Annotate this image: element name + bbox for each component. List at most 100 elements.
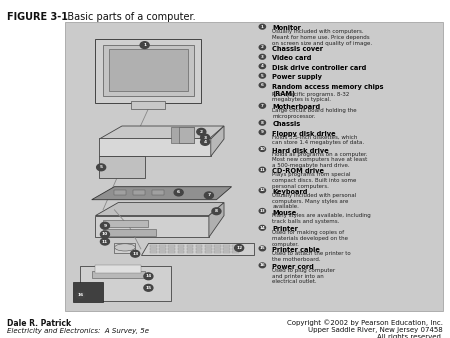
Bar: [103, 230, 156, 236]
Text: 11: 11: [260, 168, 265, 172]
Circle shape: [144, 285, 153, 291]
Text: Random access memory chips
(RAM): Random access memory chips (RAM): [272, 84, 384, 97]
Circle shape: [212, 208, 221, 215]
Bar: [223, 251, 230, 253]
Text: Used to plug computer
and printer into an
electrical outlet.: Used to plug computer and printer into a…: [272, 268, 335, 285]
Text: Plays programs from special
compact discs. Built into some
personal computers.: Plays programs from special compact disc…: [272, 172, 356, 189]
Bar: [168, 251, 175, 253]
Text: 10: 10: [259, 147, 266, 151]
Text: Used to attach the printer to
the motherboard.: Used to attach the printer to the mother…: [272, 251, 351, 262]
Text: 3: 3: [261, 55, 264, 59]
Bar: [205, 248, 211, 250]
Bar: [232, 251, 239, 253]
Text: 12: 12: [260, 188, 265, 192]
Text: 9: 9: [104, 224, 107, 228]
Text: 12: 12: [236, 246, 242, 250]
Text: Copyright ©2002 by Pearson Education, Inc.
Upper Saddle River, New Jersey 07458
: Copyright ©2002 by Pearson Education, In…: [287, 319, 443, 338]
Bar: [196, 248, 202, 250]
Circle shape: [259, 54, 266, 59]
Text: Printer: Printer: [272, 226, 298, 233]
Text: Power supply: Power supply: [272, 74, 322, 80]
Circle shape: [259, 45, 266, 50]
Text: 14: 14: [260, 226, 265, 230]
Text: 10: 10: [102, 233, 108, 236]
Bar: [65, 22, 443, 311]
Bar: [232, 245, 239, 247]
Circle shape: [259, 64, 266, 69]
Bar: [177, 245, 184, 247]
Circle shape: [204, 192, 213, 199]
Polygon shape: [95, 202, 224, 216]
Text: Holds 3.5-inch diskettes, which
can store 1.4 megabytes of data.: Holds 3.5-inch diskettes, which can stor…: [272, 135, 364, 145]
Circle shape: [259, 246, 266, 251]
Text: Usually included with personal
computers. Many styles are
available.: Usually included with personal computers…: [272, 193, 356, 210]
Text: 4: 4: [203, 140, 207, 144]
Circle shape: [100, 222, 109, 229]
Bar: [95, 265, 141, 273]
Text: Chassis: Chassis: [272, 121, 301, 127]
Text: Keyboard: Keyboard: [272, 189, 308, 195]
Circle shape: [100, 238, 109, 245]
Text: CD-ROM drive: CD-ROM drive: [272, 168, 324, 174]
Text: 8: 8: [261, 121, 264, 125]
Text: FIGURE 3-1: FIGURE 3-1: [7, 12, 68, 22]
Circle shape: [201, 134, 210, 141]
Circle shape: [140, 42, 149, 48]
Text: 6: 6: [261, 83, 264, 87]
Bar: [223, 245, 230, 247]
Text: Run specific programs. 8-32
megabytes is typical.: Run specific programs. 8-32 megabytes is…: [272, 92, 350, 102]
Text: Holds all programs on a computer.
Most new computers have at least
a 500-megabyt: Holds all programs on a computer. Most n…: [272, 151, 368, 168]
Bar: [114, 190, 126, 195]
Text: 8: 8: [215, 209, 218, 213]
Bar: [99, 156, 144, 178]
Bar: [114, 243, 135, 253]
Bar: [177, 251, 184, 253]
Text: Many styles are available, including
track balls and systems.: Many styles are available, including tra…: [272, 214, 371, 224]
Text: 5: 5: [261, 74, 264, 78]
Text: 13: 13: [132, 252, 138, 256]
Circle shape: [201, 139, 210, 145]
Bar: [159, 245, 166, 247]
Bar: [150, 245, 157, 247]
Bar: [214, 248, 220, 250]
Bar: [168, 245, 175, 247]
Circle shape: [130, 250, 140, 257]
Bar: [187, 245, 194, 247]
Bar: [187, 248, 194, 250]
Bar: [214, 245, 220, 247]
Bar: [179, 127, 194, 143]
Bar: [150, 251, 157, 253]
Bar: [103, 220, 148, 227]
Text: Printer cable: Printer cable: [272, 247, 320, 253]
Text: Used for making copies of
materials developed on the
computer.: Used for making copies of materials deve…: [272, 231, 348, 247]
Circle shape: [97, 164, 106, 171]
Text: Large circuit board holding the
microprocessor.: Large circuit board holding the micropro…: [272, 108, 357, 119]
Bar: [159, 248, 166, 250]
Bar: [171, 127, 194, 143]
Text: Monitor: Monitor: [272, 25, 301, 31]
Text: 15: 15: [145, 286, 152, 290]
Bar: [95, 216, 209, 237]
Bar: [73, 282, 103, 302]
Bar: [99, 139, 211, 156]
Text: Power cord: Power cord: [272, 264, 314, 270]
Text: 3: 3: [203, 136, 207, 140]
Bar: [196, 245, 202, 247]
Bar: [205, 251, 211, 253]
Bar: [159, 251, 166, 253]
Bar: [103, 45, 194, 96]
Bar: [150, 248, 157, 250]
Text: 2: 2: [261, 45, 264, 49]
Text: Mouse: Mouse: [272, 210, 297, 216]
Circle shape: [259, 225, 266, 230]
Text: Hard disk drive: Hard disk drive: [272, 148, 329, 154]
Text: Chassis cover: Chassis cover: [272, 46, 323, 52]
Bar: [95, 39, 201, 103]
Circle shape: [259, 24, 266, 29]
Text: 6: 6: [177, 191, 180, 194]
Circle shape: [259, 147, 266, 151]
Text: Video card: Video card: [272, 55, 311, 62]
Text: 7: 7: [207, 193, 211, 197]
Text: 1: 1: [261, 25, 264, 29]
Text: Basic parts of a computer.: Basic parts of a computer.: [58, 12, 196, 22]
